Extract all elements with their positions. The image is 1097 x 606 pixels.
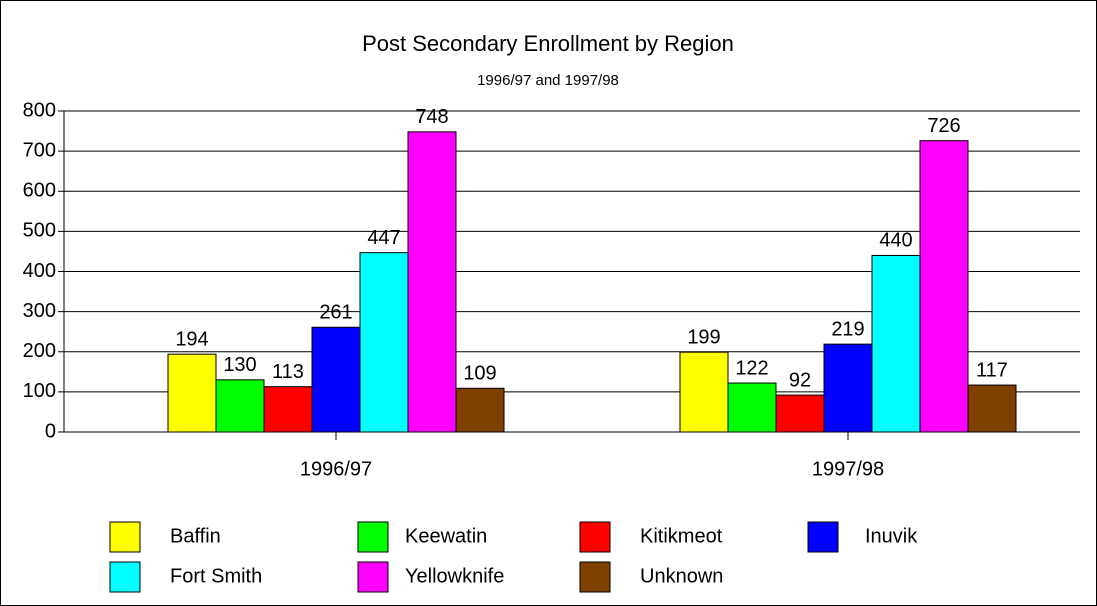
bar bbox=[167, 353, 217, 433]
y-tick-label: 100 bbox=[23, 380, 56, 402]
y-tick-label: 0 bbox=[45, 420, 56, 442]
data-label: 748 bbox=[415, 106, 448, 128]
y-tick-label: 400 bbox=[23, 260, 56, 282]
bar bbox=[407, 131, 457, 433]
bar bbox=[311, 326, 361, 433]
data-label: 117 bbox=[976, 359, 1008, 381]
legend-label: Baffin bbox=[170, 525, 221, 547]
y-tick-label: 200 bbox=[23, 340, 56, 362]
y-tick-label: 300 bbox=[23, 300, 56, 322]
y-tick-label: 700 bbox=[23, 139, 56, 161]
legend-label: Yellowknife bbox=[405, 565, 504, 587]
legend-swatch bbox=[357, 521, 389, 553]
data-label: 130 bbox=[223, 354, 256, 376]
bar bbox=[679, 351, 729, 433]
data-label: 122 bbox=[735, 357, 768, 379]
bar bbox=[871, 254, 921, 433]
data-label: 219 bbox=[831, 318, 864, 340]
bar bbox=[775, 394, 825, 433]
y-tick-label: 800 bbox=[23, 99, 56, 121]
bar bbox=[263, 386, 313, 433]
data-label: 92 bbox=[789, 369, 811, 391]
bar bbox=[823, 343, 873, 433]
data-label: 109 bbox=[463, 363, 496, 385]
legend-swatch bbox=[109, 521, 141, 553]
legend-label: Fort Smith bbox=[170, 565, 262, 587]
bar bbox=[919, 140, 969, 433]
data-label: 113 bbox=[272, 361, 304, 383]
data-label: 726 bbox=[927, 115, 960, 137]
chart-title: Post Secondary Enrollment by Region bbox=[362, 31, 734, 56]
bar bbox=[359, 252, 409, 433]
legend-swatch bbox=[579, 561, 611, 593]
legend-label: Kitikmeot bbox=[640, 525, 723, 547]
data-label: 440 bbox=[879, 230, 912, 252]
x-tick-label: 1997/98 bbox=[812, 458, 884, 480]
legend-swatch bbox=[807, 521, 839, 553]
bar bbox=[455, 387, 505, 433]
legend-swatch bbox=[579, 521, 611, 553]
legend-label: Unknown bbox=[640, 565, 723, 587]
bar bbox=[727, 382, 777, 433]
legend-label: Keewatin bbox=[405, 525, 487, 547]
y-tick-label: 500 bbox=[23, 220, 56, 242]
data-label: 199 bbox=[687, 326, 720, 348]
legend-swatch bbox=[357, 561, 389, 593]
y-tick-label: 600 bbox=[23, 180, 56, 202]
legend-swatch bbox=[109, 561, 141, 593]
bar bbox=[967, 384, 1017, 433]
data-label: 447 bbox=[367, 227, 400, 249]
data-label: 261 bbox=[319, 302, 352, 324]
legend-label: Inuvik bbox=[865, 525, 918, 547]
data-label: 194 bbox=[175, 328, 208, 350]
chart-subtitle: 1996/97 and 1997/98 bbox=[477, 72, 619, 89]
x-tick-label: 1996/97 bbox=[300, 458, 372, 480]
bar bbox=[215, 379, 265, 433]
